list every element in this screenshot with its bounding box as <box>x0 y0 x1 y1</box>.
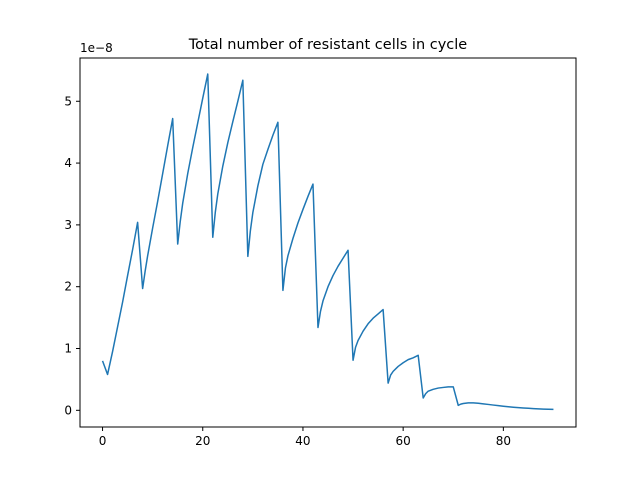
x-tick-label: 60 <box>396 434 411 448</box>
y-axis: 0 1 2 3 4 5 <box>64 94 80 417</box>
x-tick-label: 80 <box>496 434 511 448</box>
y-tick-label: 0 <box>64 403 72 417</box>
x-tick-label: 40 <box>295 434 310 448</box>
y-tick-label: 5 <box>64 94 72 108</box>
y-tick-label: 3 <box>64 218 72 232</box>
x-tick-label: 20 <box>195 434 210 448</box>
x-tick-label: 0 <box>99 434 107 448</box>
plot-area <box>101 73 554 411</box>
plot-frame <box>79 57 577 428</box>
series-line <box>101 73 554 411</box>
x-axis: 0 20 40 60 80 <box>99 427 511 448</box>
y-tick-label: 1 <box>64 342 72 356</box>
y-offset-label: 1e−8 <box>80 41 113 55</box>
y-tick-label: 4 <box>64 156 72 170</box>
y-tick-label: 2 <box>64 280 72 294</box>
chart-title: Total number of resistant cells in cycle <box>188 37 468 53</box>
